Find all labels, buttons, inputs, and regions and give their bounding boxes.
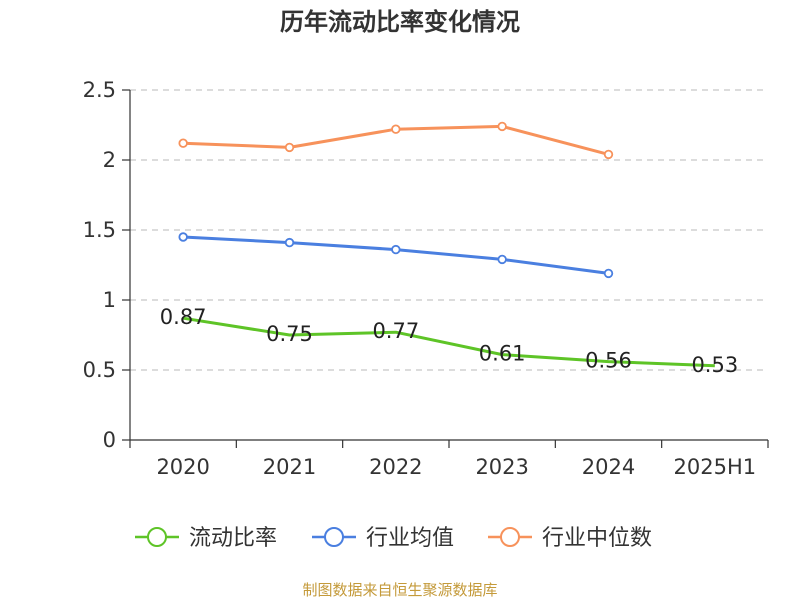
legend-label: 行业中位数 <box>542 526 652 551</box>
data-label: 0.53 <box>691 353 738 377</box>
y-tick-label: 0.5 <box>83 358 116 382</box>
data-label: 0.61 <box>479 342 526 366</box>
source-note: 制图数据来自恒生聚源数据库 <box>302 581 497 599</box>
legend-item[interactable]: 行业中位数 <box>488 526 652 551</box>
y-tick-label: 1.5 <box>83 218 116 242</box>
y-tick-label: 2 <box>103 148 116 172</box>
series-line <box>183 235 609 275</box>
data-label: 0.75 <box>266 322 313 346</box>
legend-marker-icon <box>147 527 167 547</box>
axes: 0 0.5 1 1.5 2 2.5 2020 2021 2022 2023 2024 2025H1 <box>83 78 769 479</box>
data-label: 0.56 <box>585 349 632 373</box>
legend: 流动比率 行业均值 行业中位数 <box>135 526 652 551</box>
legend-label: 行业均值 <box>366 526 454 551</box>
data-point <box>178 138 188 148</box>
x-tick-label: 2025H1 <box>674 455 757 479</box>
legend-marker-icon <box>324 527 344 547</box>
data-point <box>497 121 507 132</box>
data-point <box>603 149 614 160</box>
data-point <box>391 244 401 255</box>
legend-item[interactable]: 行业均值 <box>312 526 454 551</box>
legend-item[interactable]: 流动比率 <box>135 526 277 551</box>
data-label: 0.87 <box>160 305 207 329</box>
legend-marker-icon <box>500 527 520 547</box>
series-lines <box>178 121 715 368</box>
x-tick-label: 2021 <box>263 455 316 479</box>
x-tick-label: 2020 <box>156 455 209 479</box>
y-tick-label: 1 <box>103 288 116 312</box>
series-line <box>182 316 715 368</box>
x-tick-label: 2022 <box>369 455 422 479</box>
grid <box>130 89 768 371</box>
x-tick-label: 2024 <box>582 455 635 479</box>
x-tick-label: 2023 <box>475 455 528 479</box>
data-point <box>391 124 401 134</box>
y-tick-label: 2.5 <box>83 78 116 102</box>
data-point <box>284 142 295 153</box>
legend-label: 流动比率 <box>189 526 277 551</box>
chart-title: 历年流动比率变化情况 <box>280 8 520 36</box>
data-point <box>284 237 295 248</box>
data-label: 0.77 <box>372 319 419 343</box>
data-point <box>497 254 507 265</box>
data-labels: 0.87 0.75 0.77 0.61 0.56 0.53 <box>160 305 738 377</box>
data-point <box>603 268 614 279</box>
data-point <box>178 232 188 242</box>
y-tick-label: 0 <box>103 428 116 452</box>
